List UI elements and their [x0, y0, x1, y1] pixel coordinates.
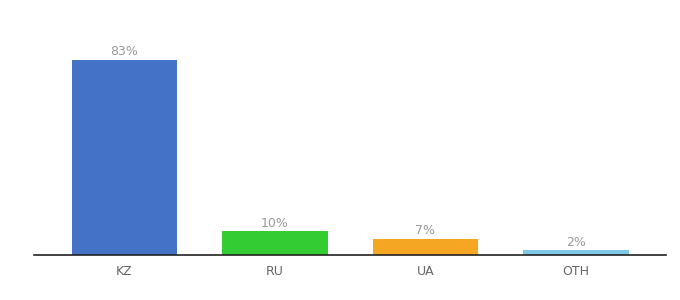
Text: 2%: 2% — [566, 236, 586, 249]
Text: 7%: 7% — [415, 224, 435, 237]
Bar — [71, 59, 177, 255]
Bar — [222, 232, 328, 255]
Text: 83%: 83% — [110, 45, 138, 58]
Bar — [373, 238, 478, 255]
Text: 10%: 10% — [261, 217, 289, 230]
Bar — [524, 250, 629, 255]
